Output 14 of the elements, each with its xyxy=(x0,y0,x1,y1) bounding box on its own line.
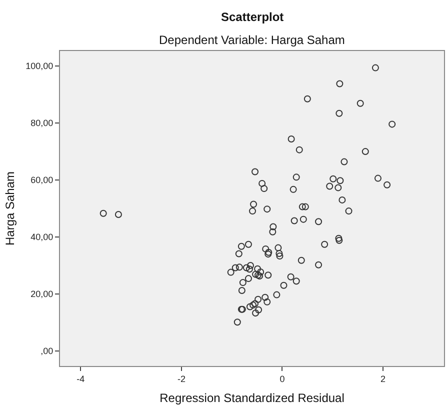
y-tick-label: 100,00 xyxy=(26,61,54,72)
chart-title: Scatterplot xyxy=(221,10,284,24)
y-tick-label: 80,00 xyxy=(30,118,54,128)
y-axis-title: Harga Saham xyxy=(2,171,17,246)
x-tick-label: 2 xyxy=(380,374,386,384)
x-axis-title: Regression Standardized Residual xyxy=(160,391,344,405)
x-tick-label: -2 xyxy=(177,374,186,384)
x-tick-label: -4 xyxy=(76,374,85,384)
y-tick-label: 40,00 xyxy=(30,232,54,242)
y-tick-label: 60,00 xyxy=(30,175,54,186)
y-tick-label: ,00 xyxy=(40,346,54,356)
x-tick-label: 0 xyxy=(280,374,285,384)
chart-subtitle: Dependent Variable: Harga Saham xyxy=(159,33,345,47)
y-tick-label: 20,00 xyxy=(30,289,54,300)
